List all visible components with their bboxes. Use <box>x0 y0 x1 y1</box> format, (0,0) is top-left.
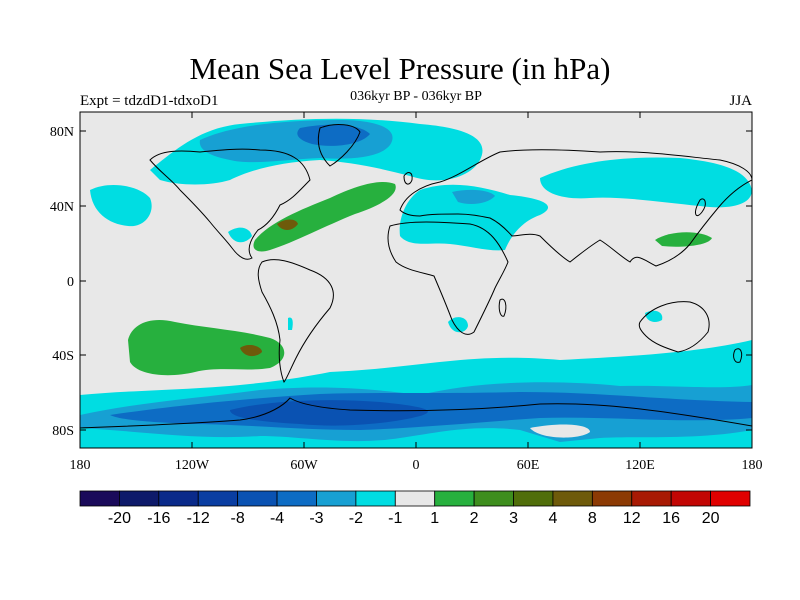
colorbar-swatch <box>670 490 711 507</box>
lon-tick-label: 180 <box>70 458 91 473</box>
north-america-cyan-region <box>228 227 252 243</box>
colorbar-swatch <box>394 490 436 507</box>
colorbar-label: 3 <box>509 510 518 527</box>
colorbar-label: -16 <box>147 510 170 527</box>
chart-title: Mean Sea Level Pressure (in hPa) <box>189 51 611 86</box>
colorbar-label: 12 <box>623 510 641 527</box>
lon-tick-label: 60W <box>290 458 318 473</box>
experiment-label: Expt = tdzdD1-tdxoD1 <box>80 93 219 109</box>
south-pacific-positive-region <box>128 320 285 376</box>
colorbar-swatch <box>591 490 633 507</box>
colorbar-label: -2 <box>349 510 363 527</box>
colorbar-label: 4 <box>548 510 557 527</box>
indian-ocean-cyan-region <box>690 348 752 374</box>
coastline-new-zealand <box>733 348 743 363</box>
coastline-antarctica <box>80 397 752 429</box>
lon-tick-label: 0 <box>413 458 420 473</box>
north-africa-cyan-region <box>452 189 495 204</box>
colorbar-label: -1 <box>388 510 402 527</box>
coastline-british-isles <box>403 172 413 185</box>
coastline-eurasia <box>399 149 752 267</box>
axis-ticks: 80N 40N 0 40S 80S 180 120W 60W 0 60E 120E 180 <box>50 112 763 473</box>
colorbar-swatch <box>276 490 317 507</box>
coastline-north-america <box>149 148 311 260</box>
colorbar-label: 8 <box>588 510 597 527</box>
colorbar-label: 2 <box>470 510 479 527</box>
north-atlantic-positive-core <box>277 219 298 230</box>
colorbar-label: -12 <box>187 510 210 527</box>
lon-tick-label: 60E <box>517 458 540 473</box>
colorbar-swatch <box>197 490 239 507</box>
west-pacific-positive-region <box>655 232 712 247</box>
colorbar-swatch <box>710 490 751 507</box>
period-label: 036kyr BP - 036kyr BP <box>350 89 482 104</box>
south-pacific-positive-core <box>240 345 262 357</box>
lat-tick-label: 0 <box>67 275 74 290</box>
coastlines <box>80 124 752 429</box>
colorbar-label: -20 <box>108 510 131 527</box>
coastline-south-america <box>257 259 334 383</box>
lat-tick-label: 80N <box>50 125 74 140</box>
colorbar-swatch <box>158 490 199 507</box>
season-label: JJA <box>729 93 752 109</box>
coastline-madagascar <box>498 298 507 317</box>
colorbar-label: 20 <box>702 510 720 527</box>
map-panel <box>80 112 752 448</box>
colorbar-label: 1 <box>430 510 439 527</box>
coastline-greenland <box>317 124 361 167</box>
colorbar-swatch <box>552 490 593 507</box>
south-america-cyan-patch <box>288 317 293 330</box>
colorbar-swatch <box>79 490 120 507</box>
australia-cyan-region <box>645 310 663 322</box>
colorbar-swatch <box>513 490 554 507</box>
coastline-africa <box>387 221 509 335</box>
colorbar-swatch <box>355 490 396 507</box>
colorbar-swatch <box>631 490 672 507</box>
asia-cyan-region <box>540 157 752 208</box>
coastline-japan <box>695 198 706 216</box>
arctic-mid-blue-region <box>297 124 370 146</box>
north-pacific-cyan-region <box>90 184 152 227</box>
coastline-australia <box>638 301 710 353</box>
lon-tick-label: 120E <box>625 458 655 473</box>
north-atlantic-positive-region <box>253 181 396 252</box>
colorbar-label: -4 <box>270 510 284 527</box>
colorbar-swatch <box>316 490 357 507</box>
lon-tick-label: 120W <box>175 458 210 473</box>
lon-tick-label: 180 <box>742 458 763 473</box>
colorbar-swatch <box>473 490 514 507</box>
colorbar: -20 -16 -12 -8 -4 -3 -2 -1 1 2 3 4 8 12 16 20 <box>79 490 751 527</box>
lat-tick-label: 40S <box>52 349 74 364</box>
colorbar-swatch <box>434 490 475 507</box>
colorbar-swatch <box>237 490 278 507</box>
eurasia-cyan-region <box>399 184 549 251</box>
lat-tick-label: 80S <box>52 424 74 439</box>
colorbar-label: 16 <box>662 510 680 527</box>
colorbar-swatch <box>119 490 160 507</box>
colorbar-label: -8 <box>231 510 245 527</box>
colorbar-label: -3 <box>309 510 323 527</box>
lat-tick-label: 40N <box>50 200 74 215</box>
antarctic-coast-patch <box>530 424 590 438</box>
